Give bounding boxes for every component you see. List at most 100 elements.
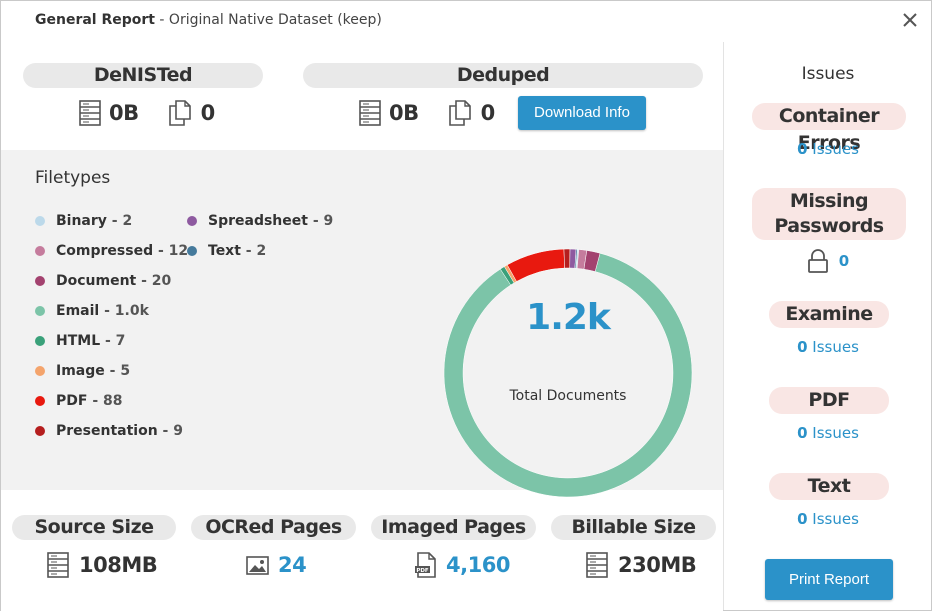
legend-dot <box>187 216 197 226</box>
legend-text: Spreadsheet - 9 <box>208 211 333 231</box>
stat-value-row: 230MB <box>586 550 697 580</box>
legend-label: Compressed <box>56 243 154 259</box>
modal-title: General Report - Original Native Dataset… <box>35 12 382 28</box>
legend-count: - 9 <box>307 213 334 229</box>
legend-text: Email - 1.0k <box>56 301 149 321</box>
stat-pill-ocred-pages: OCRed Pages <box>191 515 356 540</box>
legend-text: HTML - 7 <box>56 331 125 351</box>
stat-value-row: PDF 4,160 <box>414 550 510 580</box>
legend-dot <box>35 306 45 316</box>
total-documents-label: Total Documents <box>509 388 627 404</box>
legend-dot <box>35 246 45 256</box>
download-info-button[interactable]: Download Info <box>518 96 646 130</box>
legend-text: Compressed - 12 <box>56 241 188 261</box>
server-icon <box>586 552 608 578</box>
stat-pill-source-size: Source Size <box>12 515 176 540</box>
legend-text: Text - 2 <box>208 241 266 261</box>
pdf-count[interactable]: 0 Issues <box>724 424 932 442</box>
denisted-stats: 0B 0 <box>79 98 215 128</box>
legend-dot <box>35 276 45 286</box>
container-errors-pill: Container Errors <box>752 103 906 154</box>
legend-label: Presentation <box>56 423 158 439</box>
legend-dot <box>35 216 45 226</box>
deduped-pill: Deduped <box>303 63 703 88</box>
deduped-size: 0B <box>389 101 419 125</box>
missing-passwords-line1: Missing <box>789 190 869 212</box>
issues-panel: Issues Container Errors 0 Issues Missing… <box>723 42 931 610</box>
legend-dot <box>35 396 45 406</box>
stat-value-row: 108MB <box>47 550 158 580</box>
stat-value: 108MB <box>79 553 158 577</box>
missing-passwords-count[interactable]: 0 <box>724 249 932 273</box>
legend-label: Email <box>56 303 100 319</box>
legend-text: Binary - 2 <box>56 211 132 231</box>
issues-heading: Issues <box>801 64 855 84</box>
issues-word: Issues <box>807 140 859 158</box>
server-icon <box>79 100 101 126</box>
filetypes-title: Filetypes <box>35 168 111 188</box>
stat-value: 24 <box>278 553 307 577</box>
legend-label: Spreadsheet <box>208 213 308 229</box>
legend-label: PDF <box>56 393 88 409</box>
legend-label: Text <box>208 243 241 259</box>
legend-text: Presentation - 9 <box>56 421 183 441</box>
legend-dot <box>187 246 197 256</box>
modal-title-dataset: - Original Native Dataset (keep) <box>154 12 382 28</box>
missing-passwords-count-value: 0 <box>838 252 850 270</box>
legend-label: Image <box>56 363 105 379</box>
total-documents-value: 1.2k <box>526 297 611 338</box>
legend-label: Binary <box>56 213 107 229</box>
legend-count: - 9 <box>157 423 183 439</box>
stat-pill-imaged-pages: Imaged Pages <box>371 515 536 540</box>
examine-pill: Examine <box>769 301 889 328</box>
legend-count: - 7 <box>100 333 126 349</box>
text-pill: Text <box>769 473 889 500</box>
examine-count[interactable]: 0 Issues <box>724 338 932 356</box>
missing-passwords-line2: Passwords <box>774 215 884 237</box>
server-icon <box>359 100 381 126</box>
legend-dot <box>35 366 45 376</box>
stat-pill-billable-size: Billable Size <box>551 515 716 540</box>
legend-count: - 12 <box>153 243 189 259</box>
print-report-button[interactable]: Print Report <box>765 559 893 600</box>
text-count-value: 0 <box>797 510 808 528</box>
pdf-pill: PDF <box>769 387 889 414</box>
legend-dot <box>35 336 45 346</box>
stat-value: 4,160 <box>446 553 510 577</box>
issues-word: Issues <box>807 338 859 356</box>
container-errors-count[interactable]: 0 Issues <box>724 140 932 158</box>
container-errors-count-value: 0 <box>797 140 808 158</box>
legend-text: Image - 5 <box>56 361 130 381</box>
legend-count: - 5 <box>104 363 131 379</box>
legend-dot <box>35 426 45 436</box>
issues-word: Issues <box>807 424 859 442</box>
deduped-stats: 0B 0 <box>359 98 495 128</box>
modal-title-bold: General Report <box>35 12 155 28</box>
legend-count: - 88 <box>87 393 123 409</box>
denisted-pill: DeNISTed <box>23 63 263 88</box>
documents-icon <box>168 100 191 126</box>
legend-label: HTML <box>56 333 101 349</box>
missing-passwords-pill: Missing Passwords <box>752 188 906 240</box>
denisted-count: 0 <box>200 101 216 125</box>
server-icon <box>47 552 69 578</box>
stat-value: 230MB <box>618 553 697 577</box>
legend-count: - 1.0k <box>99 303 149 319</box>
text-count[interactable]: 0 Issues <box>724 510 932 528</box>
legend-text: PDF - 88 <box>56 391 123 411</box>
legend-count: - 2 <box>106 213 133 229</box>
pdf-icon: PDF <box>415 552 436 578</box>
lock-icon <box>807 249 828 273</box>
svg-text:PDF: PDF <box>416 568 429 574</box>
issues-word: Issues <box>807 510 859 528</box>
image-icon <box>246 556 269 575</box>
pdf-count-value: 0 <box>797 424 808 442</box>
report-main: DeNISTed 0B 0 Deduped <box>1 42 723 611</box>
examine-count-value: 0 <box>797 338 808 356</box>
legend-count: - 20 <box>136 273 172 289</box>
legend-count: - 2 <box>240 243 267 259</box>
close-icon[interactable] <box>901 11 919 29</box>
legend-text: Document - 20 <box>56 271 171 291</box>
denisted-size: 0B <box>109 101 139 125</box>
